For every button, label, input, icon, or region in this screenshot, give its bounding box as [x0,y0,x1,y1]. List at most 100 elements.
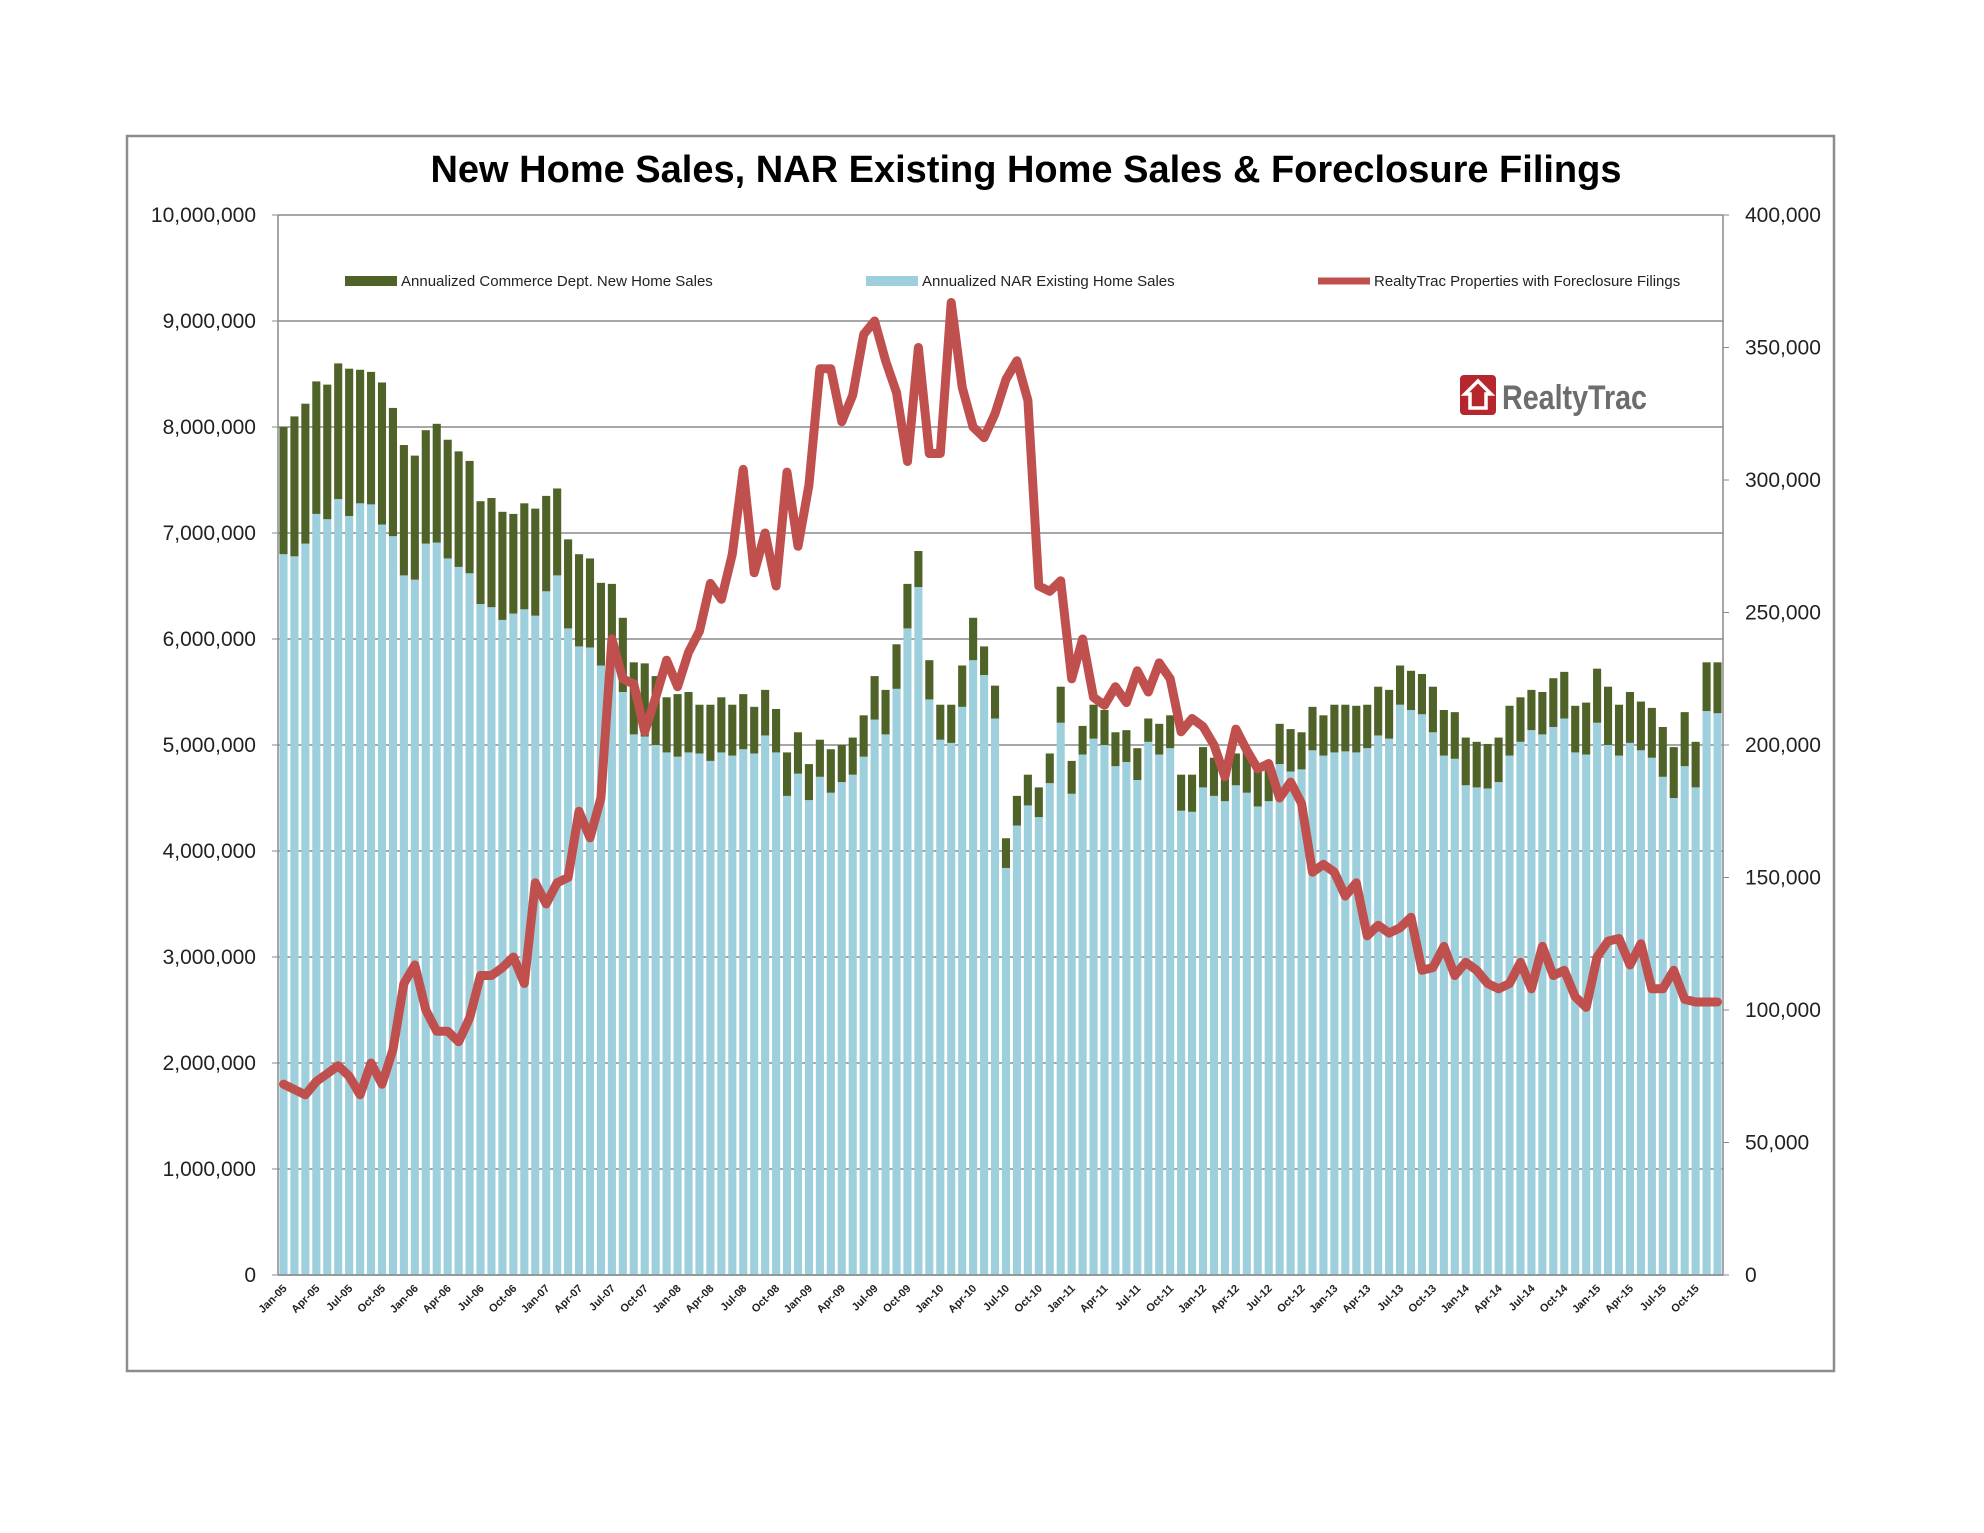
new-home-sales-bar [925,660,934,700]
new-home-sales-bar [903,583,912,629]
existing-home-sales-bar [1702,711,1711,1275]
left-axis-tick-label: 9,000,000 [163,310,256,333]
existing-home-sales-bar [1297,769,1306,1275]
existing-home-sales-bar [782,795,792,1275]
existing-home-sales-bar [454,566,463,1275]
existing-home-sales-bar [1198,787,1208,1275]
realtytrac-logo: RealtyTrac [1460,375,1647,417]
existing-home-sales-bar [1220,801,1229,1275]
new-home-sales-bar [1023,774,1032,806]
new-home-sales-bar [1417,673,1427,715]
new-home-sales-bar [279,427,288,555]
existing-home-sales-bar [410,579,419,1275]
existing-home-sales-bar [1045,783,1054,1275]
foreclosure-line-group [279,298,1722,1100]
new-home-sales-bar [553,488,562,576]
existing-home-sales-bar [1374,735,1383,1275]
existing-home-sales-bar [1330,752,1339,1275]
existing-home-sales-bar [1713,713,1722,1275]
new-home-sales-bar [1669,747,1678,798]
new-home-sales-bar [542,495,551,592]
new-home-sales-bar [1713,662,1722,714]
existing-home-sales-bar [356,503,365,1275]
new-home-sales-bar [1494,737,1503,783]
new-home-sales-bar [1658,726,1667,777]
new-home-sales-bar [804,764,813,801]
logo-text: RealtyTrac [1502,379,1647,417]
new-home-sales-bar [476,501,485,605]
new-home-sales-bar [1527,689,1536,731]
existing-home-sales-bar [542,591,551,1275]
new-home-sales-bar [1308,706,1317,751]
existing-home-sales-bar [366,504,376,1275]
new-home-sales-bar [1330,704,1339,753]
new-home-sales-bar [1122,730,1131,762]
existing-home-sales-bar [377,524,387,1275]
existing-home-sales-bar [706,760,715,1275]
existing-home-sales-bar [947,742,956,1275]
new-home-sales-bar [465,460,474,574]
existing-home-sales-bar [1461,785,1470,1275]
new-home-sales-bar [848,737,857,775]
new-home-sales-bar [1188,774,1197,812]
existing-home-sales-bar [1614,755,1624,1275]
existing-home-sales-bar [1012,825,1021,1275]
new-home-sales-bar [1428,686,1437,733]
existing-home-sales-bar [1001,867,1011,1275]
new-home-sales-bar [881,689,890,735]
existing-home-sales-bar [607,665,616,1275]
existing-home-sales-bar [662,752,671,1275]
existing-home-sales-bar [509,613,518,1275]
new-home-sales-bar [1209,757,1219,796]
new-home-sales-bar [1067,760,1076,794]
new-home-sales-bar [1089,704,1098,739]
existing-home-sales-bar [1133,779,1142,1275]
new-home-sales-bar [531,508,540,616]
existing-home-sales-bar [695,753,704,1275]
new-home-sales-bar [662,697,671,753]
new-home-sales-bar [1144,718,1153,742]
new-home-sales-bar [585,558,595,648]
new-home-sales-bar [1604,686,1613,745]
existing-home-sales-bar [1636,750,1645,1275]
existing-home-sales-bar [1023,805,1032,1275]
new-home-sales-bar [1242,750,1251,793]
existing-home-sales-bar [980,675,989,1275]
existing-home-sales-bar [1308,750,1317,1275]
existing-home-sales-bar [1582,754,1591,1275]
new-home-sales-bar [1253,764,1262,807]
new-home-sales-bar [1297,732,1306,770]
existing-home-sales-bar [432,542,441,1275]
existing-home-sales-bar [1669,798,1678,1275]
legend-swatch-new-home-sales [345,276,397,286]
existing-home-sales-bar [465,573,474,1275]
new-home-sales-bar [388,407,397,537]
existing-home-sales-bar [728,755,737,1275]
legend-label-existing-home-sales: Annualized NAR Existing Home Sales [922,273,1175,290]
existing-home-sales-bar [1363,748,1372,1275]
new-home-sales-bar [1516,697,1525,742]
new-home-sales-bar [1177,774,1186,811]
new-home-sales-bar [914,551,923,588]
existing-home-sales-bar [399,575,408,1275]
existing-home-sales-bar [815,776,824,1275]
existing-home-sales-bar [585,647,595,1275]
new-home-sales-bar [1166,715,1175,749]
right-axis-tick-label: 100,000 [1745,999,1821,1022]
existing-home-sales-bar [1188,811,1197,1275]
new-home-sales-bar [782,752,792,796]
new-home-sales-bar [1439,710,1448,756]
new-home-sales-bar [1680,712,1689,767]
new-home-sales-bar [1385,689,1394,739]
existing-home-sales-bar [1439,755,1448,1275]
existing-home-sales-bar [596,665,605,1275]
new-home-sales-bar [312,381,321,514]
new-home-sales-bar [356,369,365,504]
existing-home-sales-bar [826,792,835,1275]
existing-home-sales-bar [1406,710,1416,1275]
new-home-sales-bar [761,689,770,736]
new-home-sales-bar [717,697,726,753]
existing-home-sales-bar [1417,714,1427,1275]
existing-home-sales-bar [487,607,496,1275]
existing-home-sales-bar [859,756,868,1275]
